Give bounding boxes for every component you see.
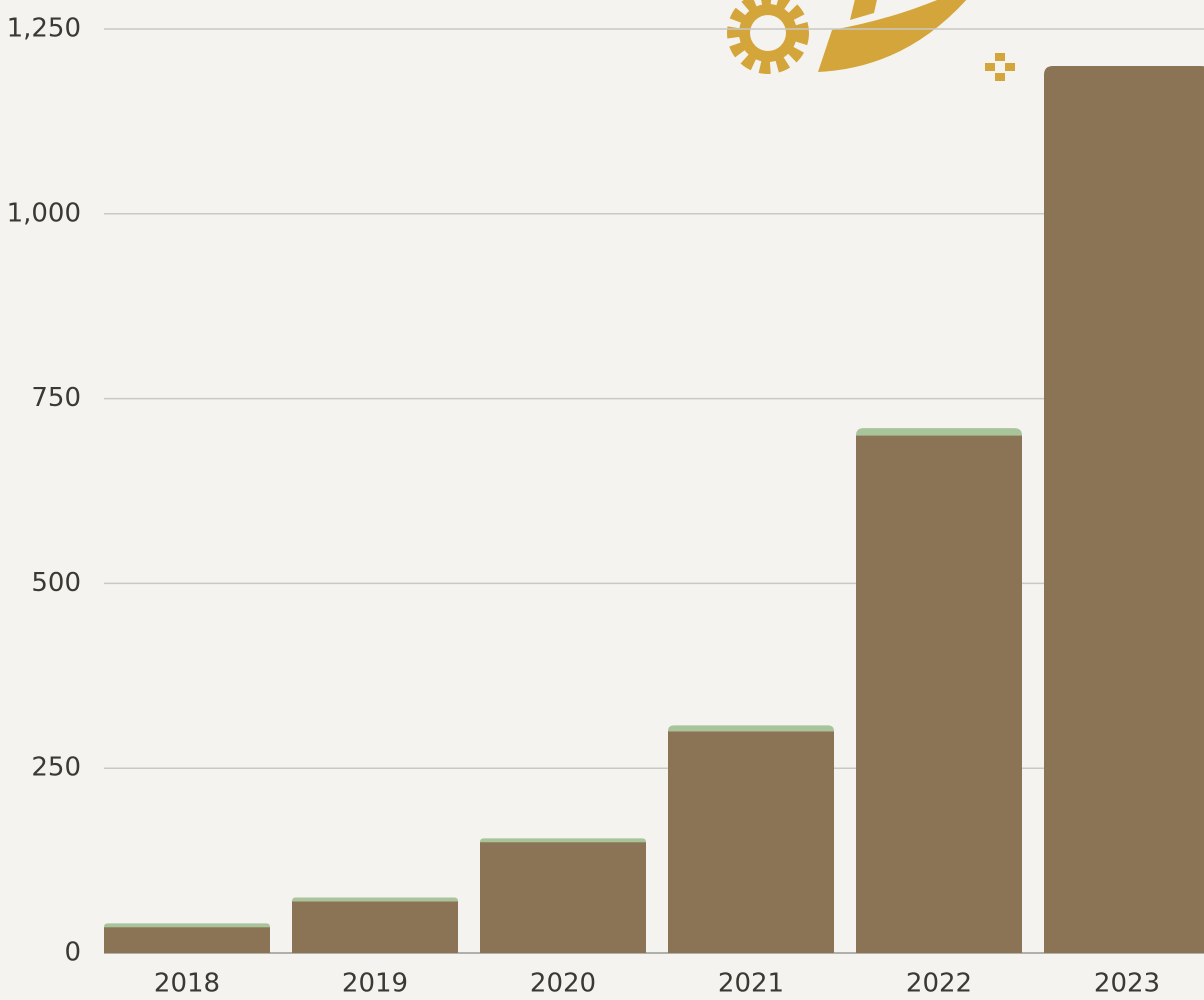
- bar-segment: [668, 731, 834, 953]
- x-tick-label: 2020: [530, 969, 596, 999]
- x-tick-label: 2019: [342, 969, 408, 999]
- y-tick-label: 1,000: [7, 198, 81, 228]
- x-tick-label: 2022: [906, 969, 972, 999]
- y-tick-label: 1,250: [7, 14, 81, 44]
- bars: [104, 65, 1204, 953]
- y-tick-label: 250: [31, 753, 81, 783]
- bar-segment: [856, 428, 1022, 436]
- bar-segment: [104, 927, 270, 953]
- bar-segment: [1044, 65, 1204, 953]
- bar-segment: [104, 923, 270, 928]
- bar-segment: [856, 435, 1022, 953]
- bar-segment: [668, 725, 834, 732]
- y-tick-label: 500: [31, 568, 81, 598]
- y-tick-label: 750: [31, 383, 81, 413]
- y-tick-label: 0: [64, 938, 81, 968]
- bar-segment: [292, 901, 458, 953]
- bar-segment: [480, 838, 646, 843]
- x-tick-label: 2023: [1094, 969, 1160, 999]
- decoration: [727, 0, 1015, 81]
- bar-segment: [480, 842, 646, 953]
- x-tick-label: 2021: [718, 969, 784, 999]
- bar-segment: [292, 897, 458, 902]
- grid: [104, 28, 1204, 954]
- x-tick-label: 2018: [154, 969, 220, 999]
